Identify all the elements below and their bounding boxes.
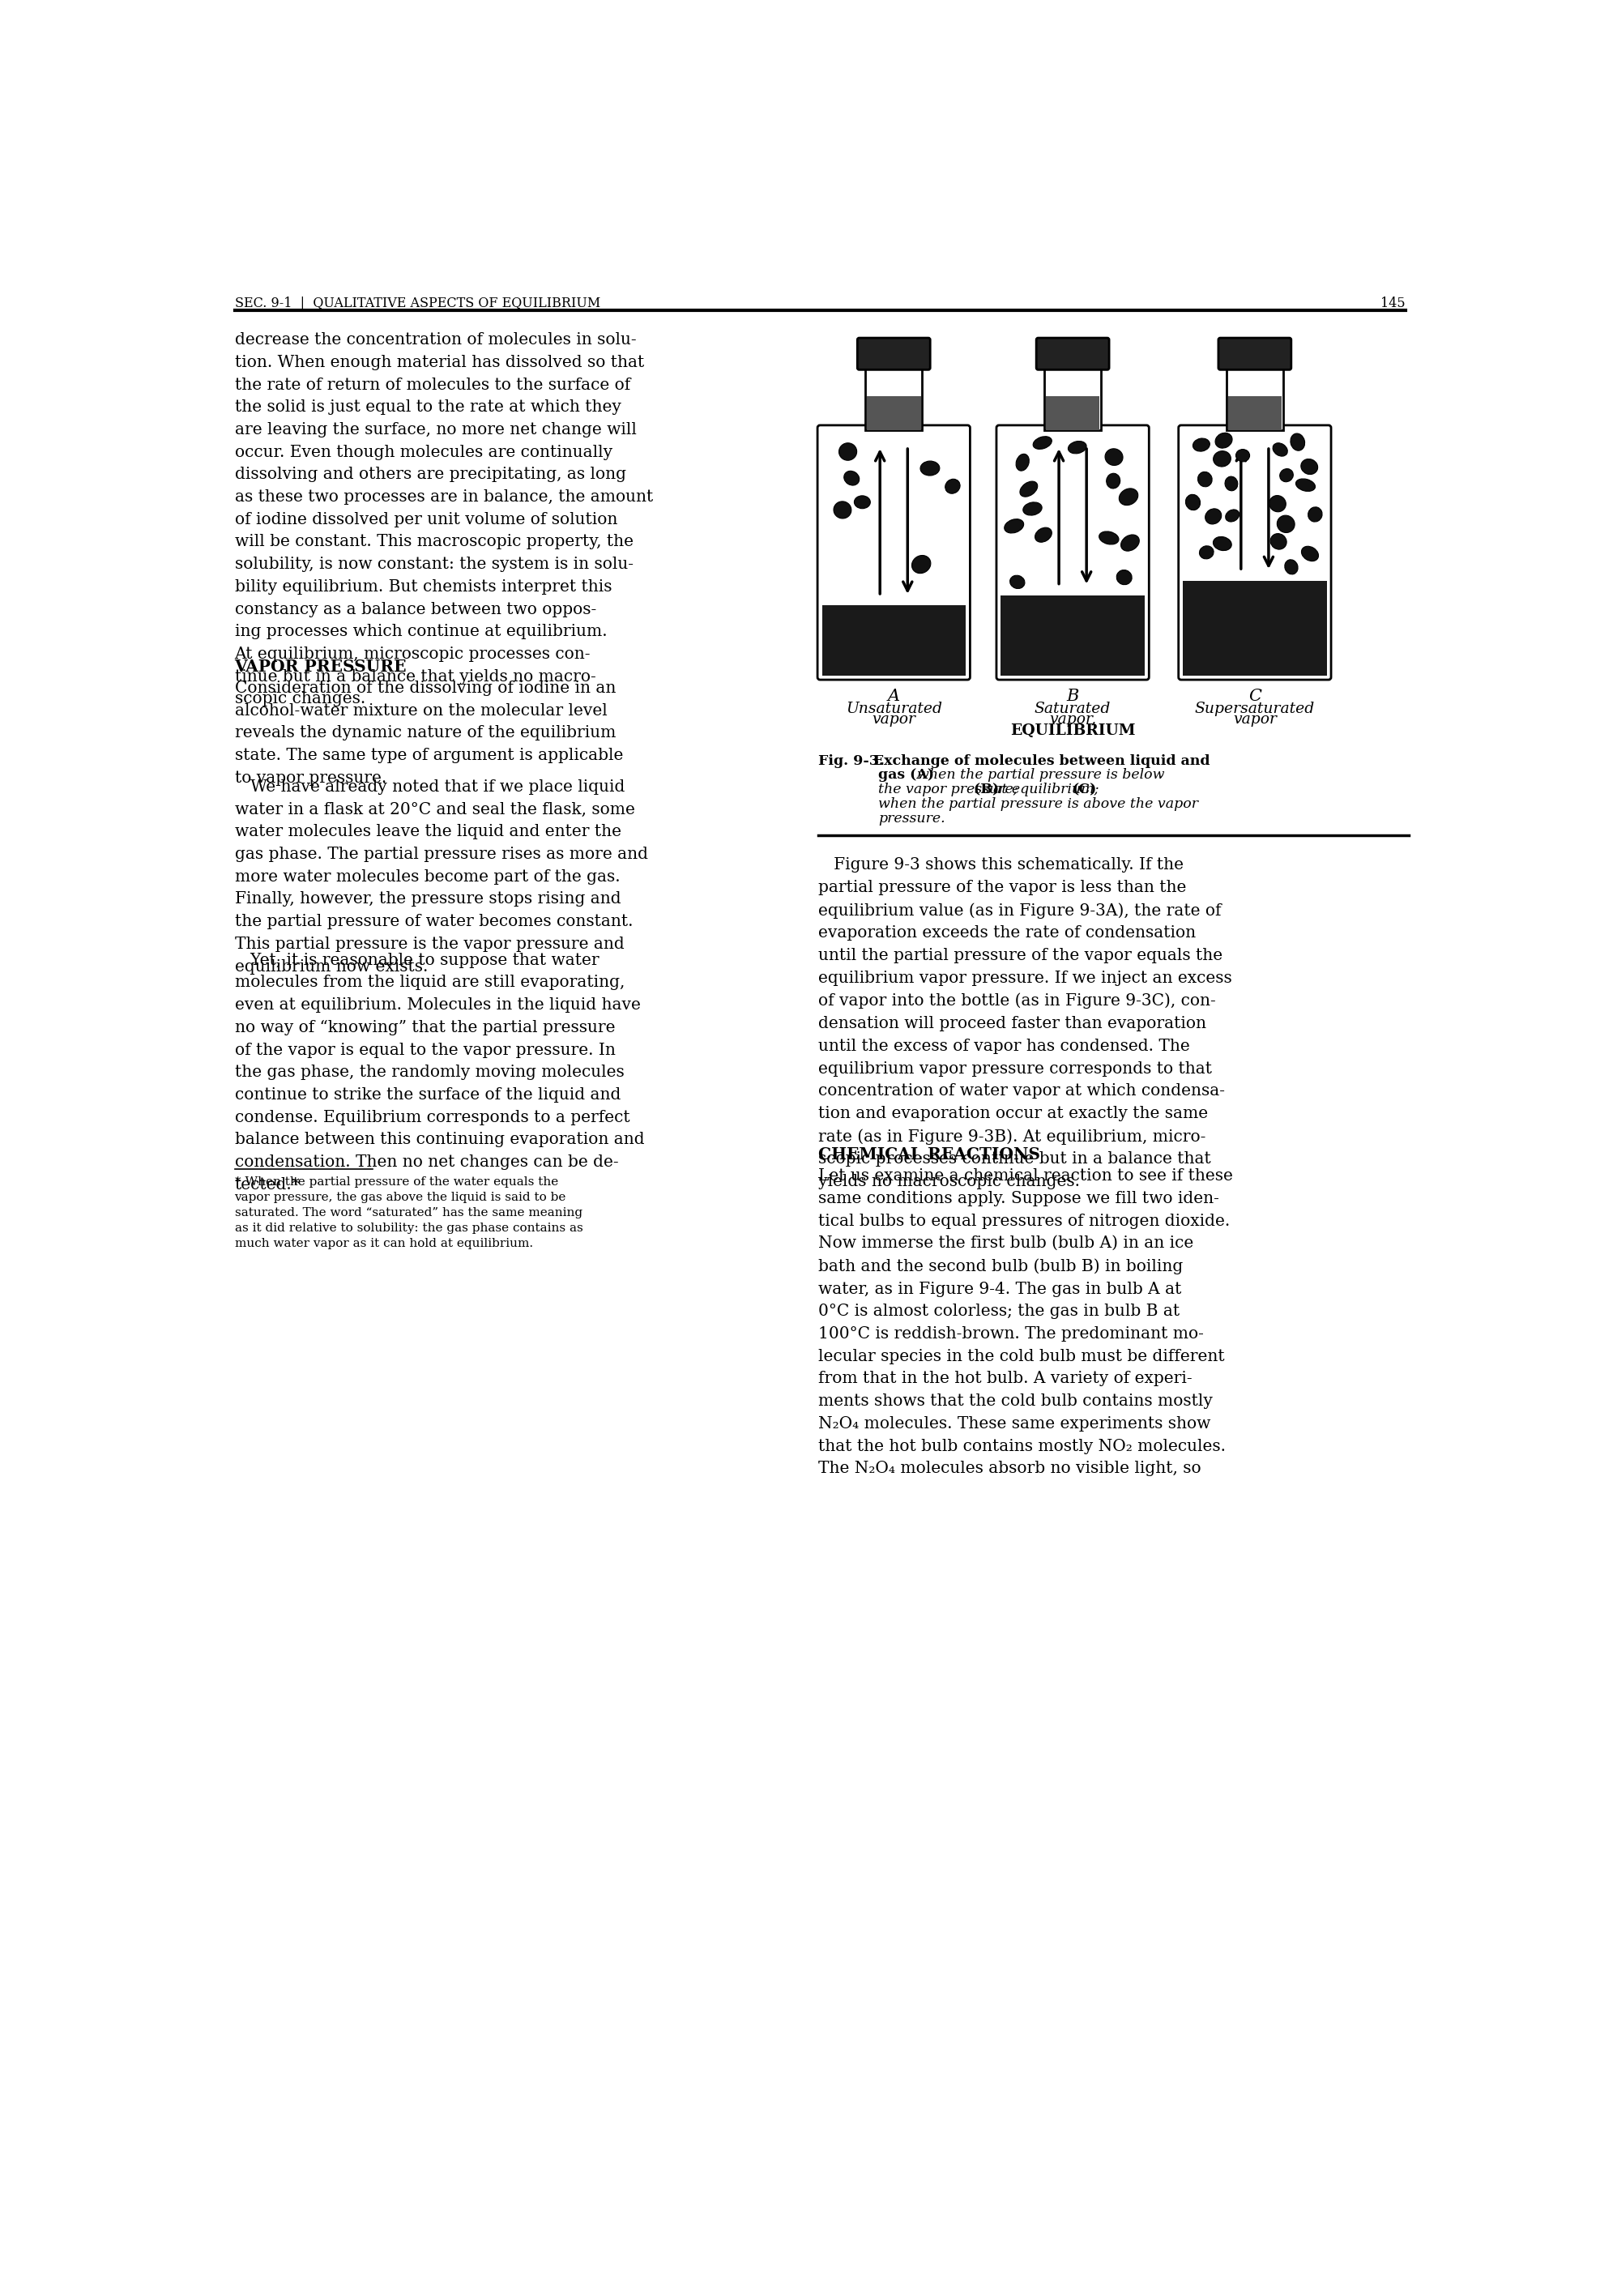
Ellipse shape (1069, 441, 1086, 455)
Text: when the partial pressure is below: when the partial pressure is below (917, 769, 1165, 783)
Text: * When the partial pressure of the water equals the
vapor pressure, the gas abov: * When the partial pressure of the water… (235, 1176, 582, 1249)
Text: Let us examine a chemical reaction to see if these
same conditions apply. Suppos: Let us examine a chemical reaction to se… (819, 1169, 1234, 1476)
FancyBboxPatch shape (858, 338, 930, 370)
Ellipse shape (1270, 533, 1286, 549)
Text: (C): (C) (1072, 783, 1096, 797)
Ellipse shape (1118, 489, 1138, 505)
Ellipse shape (1122, 535, 1139, 551)
Ellipse shape (912, 556, 931, 574)
Ellipse shape (1272, 443, 1288, 457)
Text: Fig. 9-3.: Fig. 9-3. (819, 753, 883, 767)
Text: VAPOR PRESSURE: VAPOR PRESSURE (235, 659, 406, 675)
Text: gas (A): gas (A) (878, 769, 939, 783)
Text: pressure.: pressure. (878, 813, 946, 827)
Ellipse shape (1285, 560, 1298, 574)
Text: C: C (1248, 689, 1261, 705)
Text: Figure 9-3 shows this schematically. If the
partial pressure of the vapor is les: Figure 9-3 shows this schematically. If … (819, 856, 1232, 1189)
Ellipse shape (834, 501, 851, 519)
Ellipse shape (1309, 507, 1322, 521)
Ellipse shape (1280, 468, 1293, 482)
Ellipse shape (1205, 510, 1221, 523)
Text: EQUILIBRIUM: EQUILIBRIUM (1010, 723, 1136, 737)
Ellipse shape (946, 480, 960, 494)
Ellipse shape (854, 496, 870, 507)
Text: at equilibrium;: at equilibrium; (994, 783, 1104, 797)
Ellipse shape (1035, 528, 1051, 542)
Text: Consideration of the dissolving of iodine in an
alcohol-water mixture on the mol: Consideration of the dissolving of iodin… (235, 680, 622, 785)
Ellipse shape (1216, 434, 1232, 448)
Ellipse shape (1099, 530, 1118, 544)
Text: We have already noted that if we place liquid
water in a flask at 20°C and seal : We have already noted that if we place l… (235, 778, 648, 974)
Ellipse shape (1301, 546, 1318, 560)
Ellipse shape (1235, 450, 1250, 461)
FancyBboxPatch shape (1218, 338, 1291, 370)
Text: Exchange of molecules between liquid and: Exchange of molecules between liquid and (874, 753, 1210, 767)
FancyBboxPatch shape (1179, 425, 1331, 680)
Bar (822, 606, 966, 675)
Ellipse shape (1198, 471, 1213, 487)
Ellipse shape (920, 461, 939, 475)
Ellipse shape (1022, 503, 1042, 514)
FancyBboxPatch shape (997, 425, 1149, 680)
Ellipse shape (1010, 576, 1024, 588)
Ellipse shape (1226, 510, 1240, 521)
Ellipse shape (1213, 450, 1230, 466)
Bar (1046, 395, 1099, 429)
FancyBboxPatch shape (1037, 338, 1109, 370)
Text: CHEMICAL REACTIONS: CHEMICAL REACTIONS (819, 1146, 1040, 1162)
Ellipse shape (1034, 436, 1051, 450)
Bar (1227, 367, 1283, 429)
Ellipse shape (1226, 478, 1238, 491)
Ellipse shape (1301, 459, 1318, 475)
Ellipse shape (1106, 473, 1120, 489)
Text: A: A (888, 689, 899, 705)
Text: vapor,: vapor, (1050, 712, 1096, 728)
Bar (867, 395, 920, 429)
Text: Yet, it is reasonable to suppose that water
molecules from the liquid are still : Yet, it is reasonable to suppose that wa… (235, 953, 645, 1192)
Text: (B): (B) (973, 783, 1003, 797)
Ellipse shape (1213, 537, 1232, 551)
Ellipse shape (1269, 496, 1286, 512)
Text: vapor: vapor (872, 712, 915, 728)
Bar (1227, 395, 1282, 429)
Ellipse shape (1106, 448, 1123, 466)
Ellipse shape (1019, 482, 1037, 496)
Bar (1182, 581, 1326, 675)
Ellipse shape (1005, 519, 1024, 533)
Ellipse shape (1200, 546, 1214, 558)
Text: vapor: vapor (1234, 712, 1277, 728)
Bar (866, 367, 922, 429)
Text: B: B (1067, 689, 1078, 705)
Bar (1002, 595, 1144, 675)
Text: Unsaturated: Unsaturated (845, 703, 942, 716)
Ellipse shape (1291, 434, 1304, 450)
Ellipse shape (843, 471, 859, 484)
Text: SEC. 9-1  |  QUALITATIVE ASPECTS OF EQUILIBRIUM: SEC. 9-1 | QUALITATIVE ASPECTS OF EQUILI… (235, 296, 600, 310)
Bar (1045, 367, 1101, 429)
Ellipse shape (838, 443, 858, 461)
Text: Supersaturated: Supersaturated (1195, 703, 1315, 716)
Ellipse shape (1117, 569, 1131, 585)
Ellipse shape (1194, 439, 1210, 452)
Text: when the partial pressure is above the vapor: when the partial pressure is above the v… (878, 797, 1198, 810)
Ellipse shape (1186, 494, 1200, 510)
Text: the vapor pressure;: the vapor pressure; (878, 783, 1022, 797)
Ellipse shape (1277, 514, 1294, 533)
Ellipse shape (1016, 455, 1029, 471)
Text: decrease the concentration of molecules in solu-
tion. When enough material has : decrease the concentration of molecules … (235, 333, 653, 707)
Text: 145: 145 (1381, 296, 1405, 310)
Text: Saturated: Saturated (1035, 703, 1110, 716)
Ellipse shape (1296, 480, 1315, 491)
FancyBboxPatch shape (818, 425, 970, 680)
